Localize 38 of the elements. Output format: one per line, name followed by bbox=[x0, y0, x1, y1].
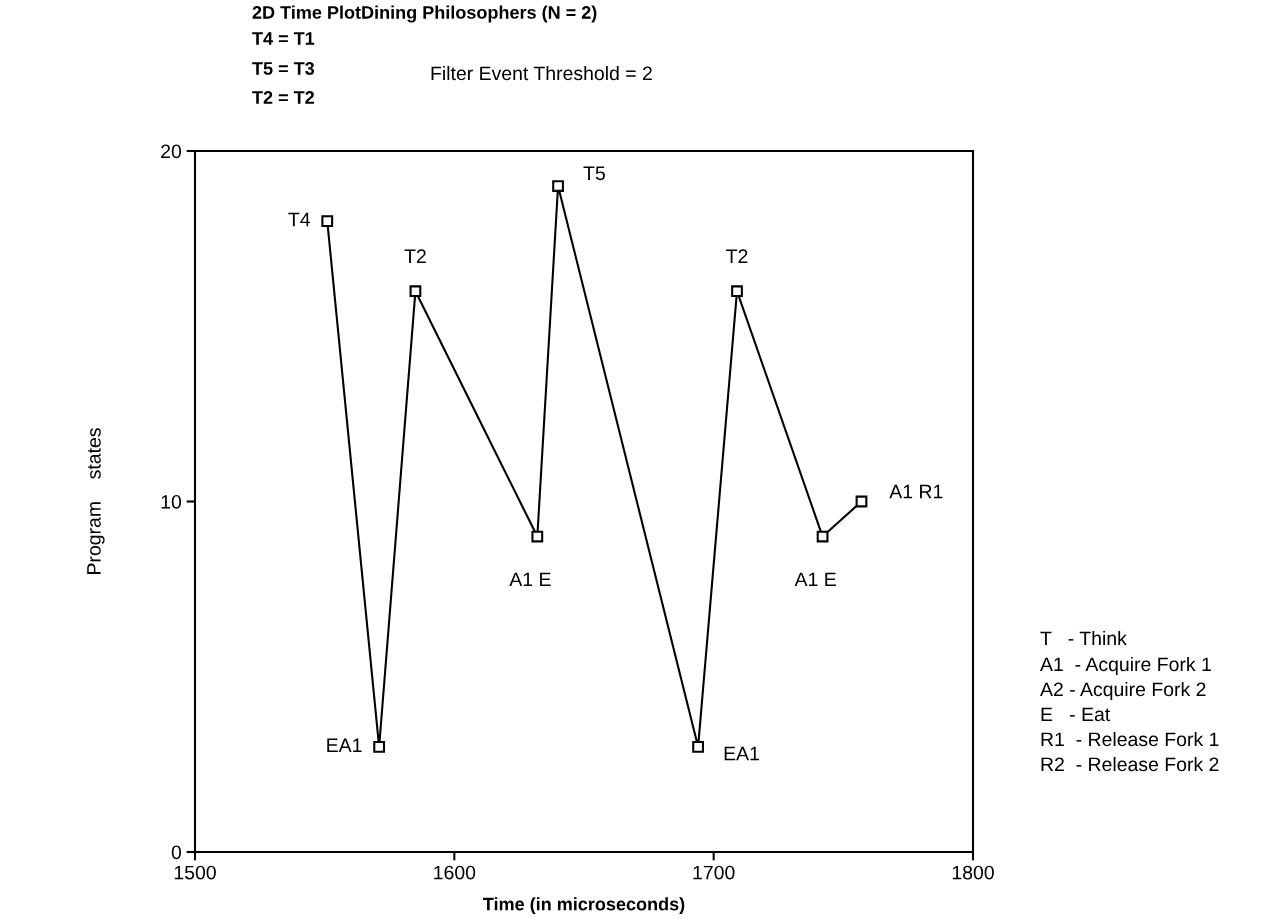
annotation: T2 bbox=[404, 249, 426, 263]
x-tick-label: 1500 bbox=[174, 865, 216, 880]
y-axis-title: Program states bbox=[87, 428, 105, 574]
annotation: T4 bbox=[288, 212, 311, 227]
point bbox=[731, 285, 743, 298]
text: T4 = T1 bbox=[252, 32, 315, 45]
annotation: EA1 bbox=[724, 746, 759, 761]
chart-title: 2D Time PlotDining Philosophers (N = 2) bbox=[252, 5, 597, 23]
point bbox=[692, 740, 705, 753]
point bbox=[373, 740, 386, 753]
x-tick-label: 1800 bbox=[952, 865, 994, 880]
text: T - Think bbox=[1040, 630, 1127, 646]
text: T5 = T3 bbox=[252, 62, 315, 75]
y-tick-label: 0 bbox=[171, 845, 182, 860]
point bbox=[321, 215, 334, 227]
text: E - Eat bbox=[1041, 707, 1111, 722]
text: Filter Event Threshold = 2 bbox=[431, 65, 652, 81]
point bbox=[531, 530, 544, 543]
text: R1 - Release Fork 1 bbox=[1041, 731, 1219, 747]
point bbox=[552, 180, 564, 192]
annotation: T5 bbox=[583, 166, 605, 181]
x-tick-label: 1700 bbox=[693, 865, 735, 880]
annotation: A1 R1 bbox=[889, 484, 943, 499]
y-tick-label: 20 bbox=[161, 144, 182, 159]
y-tick-label: 10 bbox=[161, 494, 182, 509]
annotation: A1 E bbox=[794, 572, 836, 587]
annotation: T2 bbox=[726, 249, 748, 263]
text: R2 - Release Fork 2 bbox=[1041, 756, 1219, 772]
text: A2 - Acquire Fork 2 bbox=[1040, 681, 1206, 701]
x-tick-label: 1600 bbox=[434, 865, 476, 880]
text: A1 - Acquire Fork 1 bbox=[1040, 656, 1211, 676]
point bbox=[816, 530, 829, 543]
annotation: EA1 bbox=[327, 738, 362, 752]
annotation: A1 E bbox=[509, 572, 551, 587]
text: T2 = T2 bbox=[252, 91, 314, 104]
point bbox=[409, 285, 422, 298]
x-axis-title: Time (in microseconds) bbox=[483, 897, 685, 915]
point bbox=[855, 495, 868, 508]
